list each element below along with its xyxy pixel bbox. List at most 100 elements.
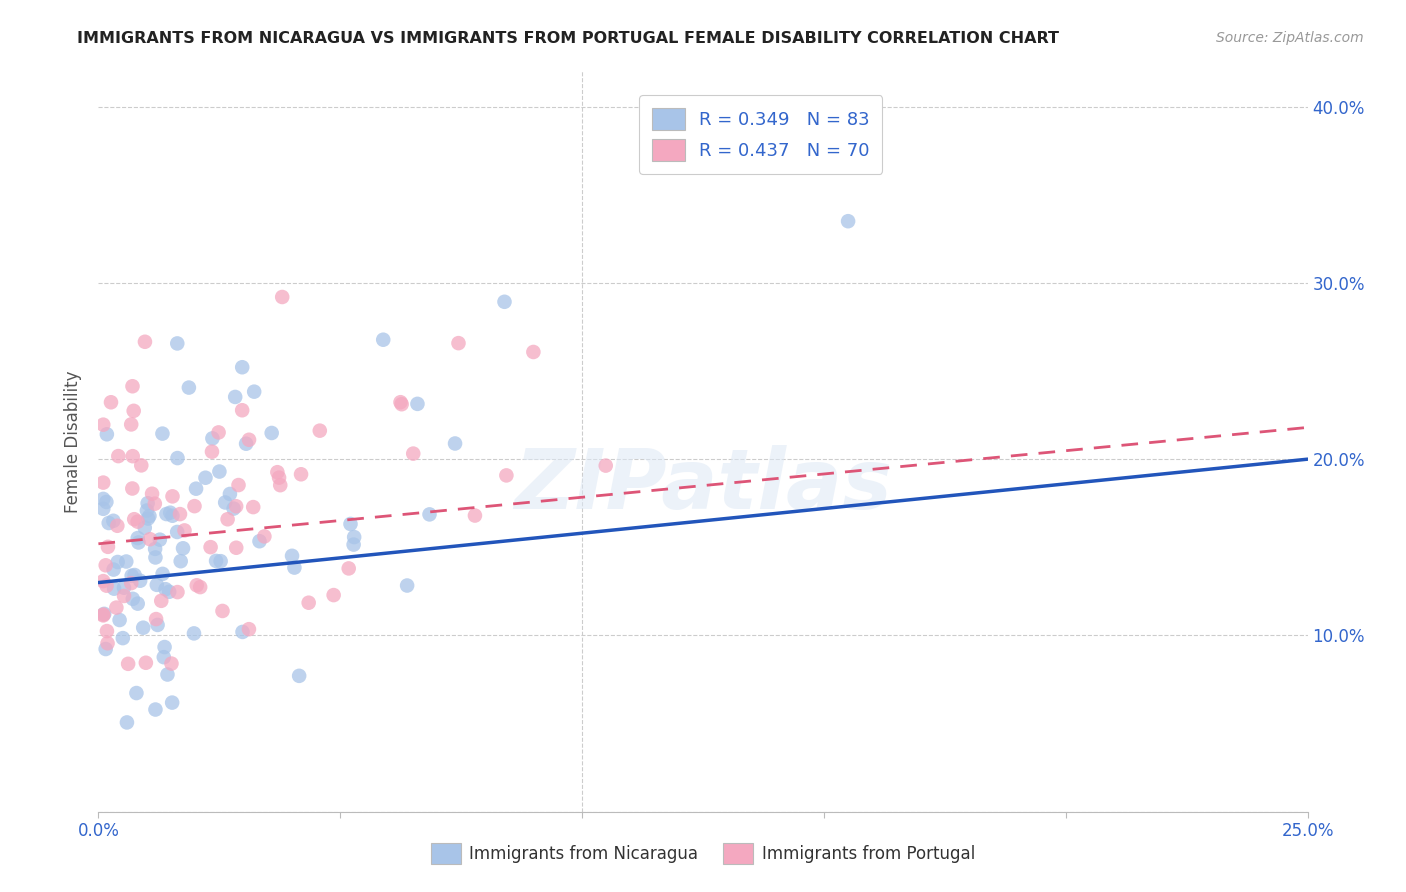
Point <box>157 584 180 599</box>
Point <box>224 390 246 404</box>
Point <box>103 514 125 528</box>
Point <box>183 499 205 513</box>
Point <box>225 541 247 555</box>
Point <box>94 642 117 657</box>
Point <box>595 458 617 473</box>
Point <box>91 491 114 506</box>
Point <box>135 656 157 670</box>
Point <box>112 589 135 603</box>
Point <box>188 580 211 594</box>
Point <box>146 578 169 592</box>
Point <box>132 621 155 635</box>
Point <box>153 640 176 654</box>
Point <box>406 397 429 411</box>
Point <box>194 471 217 485</box>
Point <box>152 426 174 441</box>
Point <box>153 650 176 665</box>
Point <box>91 417 114 432</box>
Point <box>94 558 117 573</box>
Point <box>160 696 183 710</box>
Point <box>152 566 174 581</box>
Point <box>135 503 157 517</box>
Point <box>209 554 232 568</box>
Point <box>267 470 290 484</box>
Point <box>107 555 129 569</box>
Point <box>494 294 516 309</box>
Point <box>173 524 195 538</box>
Point <box>120 576 142 591</box>
Point <box>96 636 118 650</box>
Point <box>337 561 360 575</box>
Point <box>122 512 145 526</box>
Point <box>522 345 544 359</box>
Point <box>269 478 291 492</box>
Point <box>389 395 412 409</box>
Point <box>136 511 159 525</box>
Point <box>127 515 149 529</box>
Point <box>343 530 366 544</box>
Point <box>231 624 253 639</box>
Point <box>184 482 207 496</box>
Point <box>207 425 229 440</box>
Point <box>96 427 118 442</box>
Point <box>139 533 162 547</box>
Point <box>162 489 184 503</box>
Point <box>91 501 114 516</box>
Point <box>183 626 205 640</box>
Point <box>172 541 194 556</box>
Point <box>121 379 143 393</box>
Legend: R = 0.349   N = 83, R = 0.437   N = 70: R = 0.349 N = 83, R = 0.437 N = 70 <box>640 95 883 174</box>
Text: ZIPatlas: ZIPatlas <box>515 445 891 526</box>
Point <box>100 395 122 409</box>
Point <box>91 574 114 588</box>
Point <box>97 516 120 530</box>
Point <box>391 397 413 411</box>
Point <box>121 482 143 496</box>
Point <box>162 508 184 523</box>
Point <box>837 214 859 228</box>
Point <box>127 597 149 611</box>
Point <box>156 667 179 681</box>
Point <box>115 715 138 730</box>
Point <box>159 506 181 520</box>
Point <box>214 495 236 509</box>
Point <box>128 535 150 549</box>
Point <box>155 507 177 521</box>
Point <box>145 612 167 626</box>
Point <box>166 585 188 599</box>
Point <box>200 540 222 554</box>
Point <box>253 529 276 543</box>
Point <box>283 560 305 574</box>
Y-axis label: Female Disability: Female Disability <box>65 370 83 513</box>
Point <box>121 591 143 606</box>
Point <box>225 500 247 514</box>
Text: IMMIGRANTS FROM NICARAGUA VS IMMIGRANTS FROM PORTUGAL FEMALE DISABILITY CORRELAT: IMMIGRANTS FROM NICARAGUA VS IMMIGRANTS … <box>77 31 1059 46</box>
Point <box>339 516 361 531</box>
Point <box>96 624 118 639</box>
Point <box>186 578 208 592</box>
Point <box>444 436 467 450</box>
Point <box>217 512 239 526</box>
Point <box>91 475 114 490</box>
Point <box>201 444 224 458</box>
Point <box>308 424 330 438</box>
Point <box>219 487 242 501</box>
Point <box>107 449 129 463</box>
Point <box>155 582 177 597</box>
Point <box>122 404 145 418</box>
Point <box>249 534 271 549</box>
Point <box>222 501 245 516</box>
Point <box>201 431 224 445</box>
Point <box>105 518 128 533</box>
Point <box>127 531 149 545</box>
Text: Source: ZipAtlas.com: Source: ZipAtlas.com <box>1216 31 1364 45</box>
Point <box>208 465 231 479</box>
Point <box>260 425 283 440</box>
Point <box>146 618 169 632</box>
Point <box>242 500 264 514</box>
Point <box>447 336 470 351</box>
Point <box>464 508 486 523</box>
Point <box>112 581 135 595</box>
Point <box>145 702 167 716</box>
Point <box>343 538 366 552</box>
